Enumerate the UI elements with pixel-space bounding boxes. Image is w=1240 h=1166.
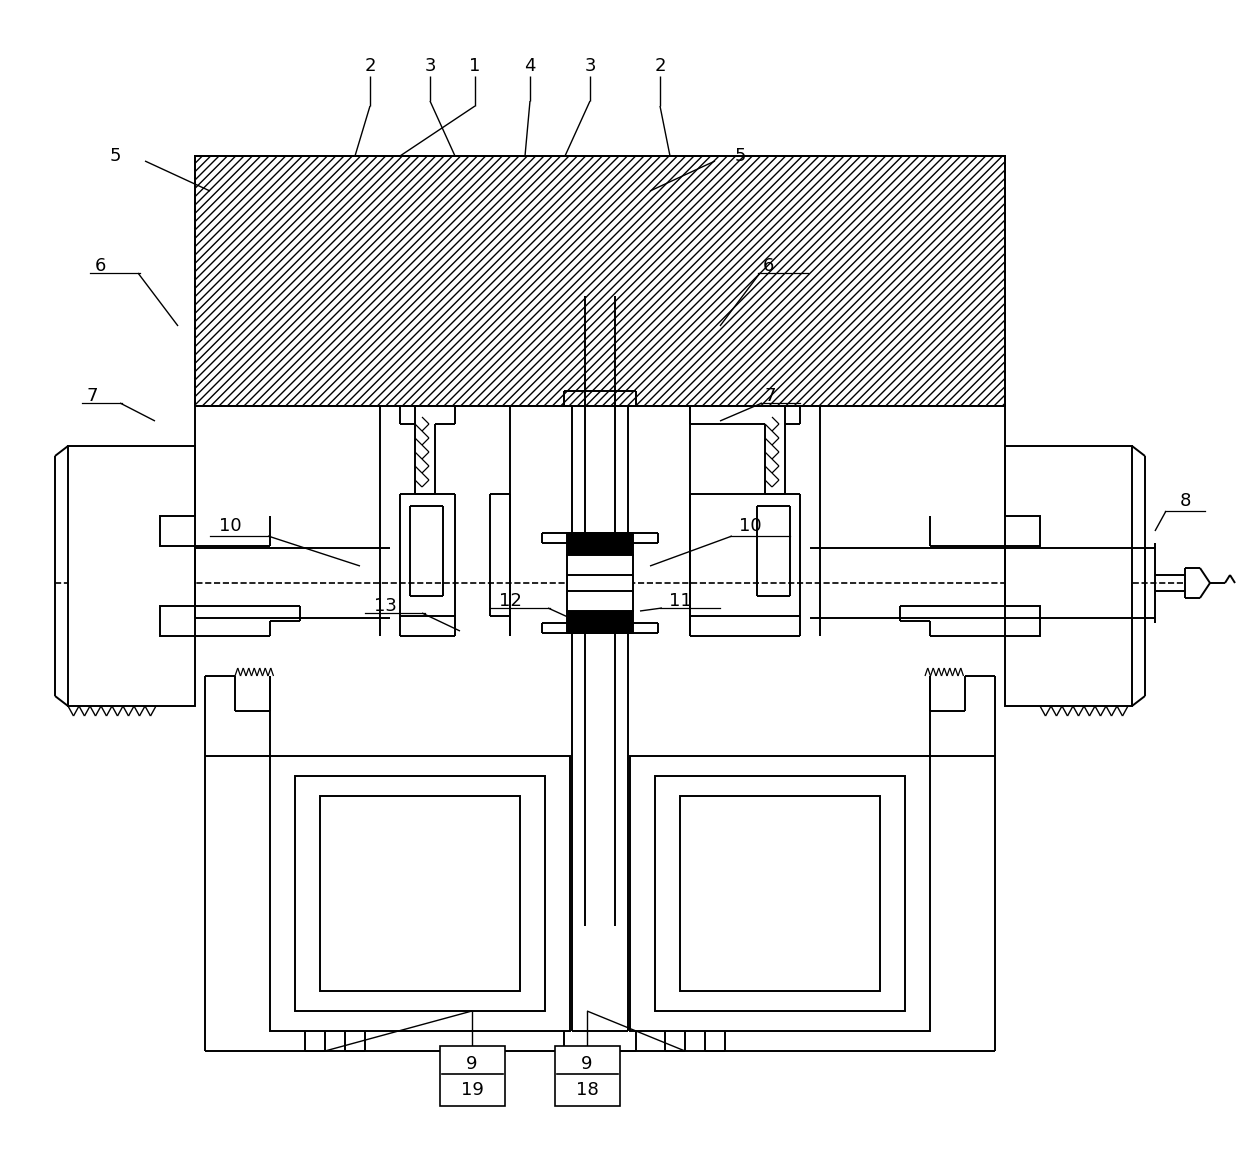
Text: 9: 9 [582, 1055, 593, 1073]
Text: 10: 10 [739, 517, 761, 535]
Text: 2: 2 [655, 57, 666, 75]
Text: 13: 13 [373, 597, 397, 614]
Text: 6: 6 [763, 257, 774, 275]
Text: 18: 18 [575, 1081, 599, 1100]
Bar [556, 1046, 620, 1107]
Bar [630, 756, 930, 1031]
Text: 9: 9 [466, 1055, 477, 1073]
Text: 3: 3 [424, 57, 435, 75]
Text: 5: 5 [734, 147, 745, 166]
Text: 11: 11 [668, 592, 692, 610]
Text: 10: 10 [218, 517, 242, 535]
Bar [195, 156, 1004, 406]
Bar [655, 777, 905, 1011]
Text: 2: 2 [365, 57, 376, 75]
Text: 19: 19 [460, 1081, 484, 1100]
Bar [440, 1046, 505, 1107]
Text: 1: 1 [469, 57, 481, 75]
Bar [320, 796, 520, 991]
Bar [567, 611, 632, 633]
Text: 5: 5 [109, 147, 120, 166]
Text: 7: 7 [87, 387, 98, 405]
Polygon shape [1004, 447, 1132, 705]
Text: 7: 7 [764, 387, 776, 405]
Text: 8: 8 [1179, 492, 1190, 510]
Bar [270, 756, 570, 1031]
Bar [567, 555, 632, 611]
Bar [195, 156, 1004, 406]
Bar [567, 533, 632, 555]
Bar [295, 777, 546, 1011]
Polygon shape [68, 447, 195, 705]
Bar [680, 796, 880, 991]
Text: 12: 12 [498, 592, 522, 610]
Text: 3: 3 [584, 57, 595, 75]
Text: 6: 6 [94, 257, 105, 275]
Text: 4: 4 [525, 57, 536, 75]
